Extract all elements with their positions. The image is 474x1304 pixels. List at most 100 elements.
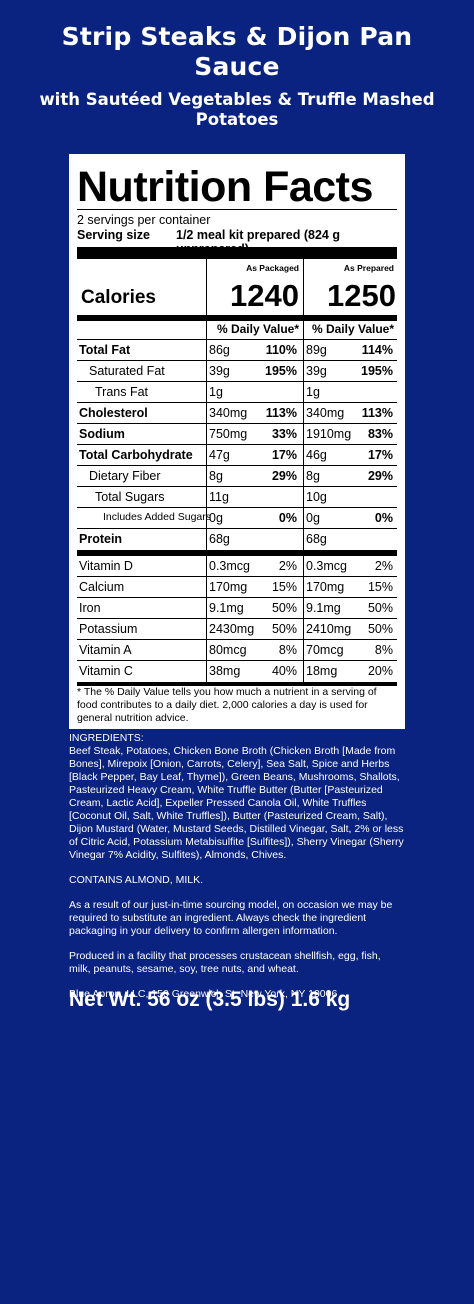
nutrient-row: Total Fat 86g 110% 89g 114% (77, 340, 397, 361)
packaged-dv: 110% (265, 343, 297, 357)
prepared-dv: 0% (374, 511, 393, 525)
packaged-dv: 33% (271, 427, 297, 441)
nutrient-name: Trans Fat (95, 385, 149, 399)
nutrient-row: Cholesterol 340mg 113% 340mg 113% (77, 403, 397, 424)
calories-prepared: 1250 (327, 278, 396, 313)
vitamin-row: Vitamin D 0.3mcg 2% 0.3mcg 2% (77, 556, 397, 577)
thick-divider (77, 315, 397, 321)
packaged-dv: 15% (271, 580, 297, 594)
nutrient-name: Total Fat (79, 343, 131, 357)
dv-header-packaged: % Daily Value* (216, 322, 299, 336)
packaged-dv: 2% (278, 559, 297, 573)
packaged-amount: 80mcg (209, 643, 247, 657)
daily-value-footnote: * The % Daily Value tells you how much a… (77, 686, 377, 724)
calories-packaged: 1240 (230, 278, 299, 313)
prepared-amount: 39g (306, 364, 327, 378)
column-divider (303, 259, 304, 682)
column-divider (206, 259, 207, 682)
packaged-amount: 11g (209, 490, 229, 504)
row-divider (77, 576, 397, 577)
packaged-dv: 29% (271, 469, 297, 483)
prepared-dv: 2% (374, 559, 393, 573)
page-subtitle: with Sautéed Vegetables & Truffle Mashed… (39, 90, 435, 129)
prepared-dv: 50% (367, 601, 393, 615)
nutrient-name: Sodium (79, 427, 125, 441)
nutrient-name: Dietary Fiber (89, 469, 161, 483)
row-divider (77, 597, 397, 598)
nutrient-name: Potassium (79, 622, 138, 636)
packaged-amount: 9.1mg (209, 601, 244, 615)
nutrient-row: Total Sugars 11g 10g (77, 487, 397, 508)
dv-header-prepared: % Daily Value* (311, 322, 394, 336)
nutrient-name: Saturated Fat (89, 364, 165, 378)
prepared-amount: 1g (306, 385, 320, 399)
thick-divider (77, 682, 397, 686)
nutrient-row: Total Carbohydrate 47g 17% 46g 17% (77, 445, 397, 466)
prepared-amount: 0g (306, 511, 320, 525)
nutrient-name: Vitamin D (79, 559, 133, 573)
ingredients-list: Beef Steak, Potatoes, Chicken Bone Broth… (69, 745, 404, 861)
servings-per-container: 2 servings per container (77, 213, 211, 227)
packaged-dv: 40% (271, 664, 297, 678)
thick-divider (77, 550, 397, 556)
vitamin-row: Vitamin A 80mcg 8% 70mcg 8% (77, 640, 397, 661)
allergen-statement: CONTAINS ALMOND, MILK. (69, 874, 203, 886)
row-divider (77, 381, 397, 382)
nutrient-row: Includes Added Sugars 0g 0% 0g 0% (77, 508, 397, 529)
prepared-amount: 0.3mcg (306, 559, 347, 573)
prepared-amount: 68g (306, 532, 327, 546)
sourcing-notice: As a result of our just-in-time sourcing… (69, 899, 393, 937)
serving-size: Serving size 1/2 meal kit prepared (824 … (77, 228, 397, 256)
prepared-dv: 8% (374, 643, 393, 657)
packaged-dv: 113% (265, 406, 297, 420)
nutrient-name: Total Sugars (95, 490, 165, 504)
row-divider (77, 444, 397, 445)
nutrient-row: Trans Fat 1g 1g (77, 382, 397, 403)
prepared-dv: 113% (361, 406, 393, 420)
prepared-amount: 170mg (306, 580, 345, 594)
prepared-amount: 8g (306, 469, 320, 483)
row-divider (77, 660, 397, 661)
packaged-amount: 39g (209, 364, 230, 378)
row-divider (77, 528, 397, 529)
row-divider (77, 402, 397, 403)
row-divider (77, 360, 397, 361)
vitamin-row: Potassium 2430mg 50% 2410mg 50% (77, 619, 397, 640)
prepared-amount: 18mg (306, 664, 338, 678)
nutrient-name: Calcium (79, 580, 125, 594)
nutrient-name: Iron (79, 601, 101, 615)
nutrition-facts-panel: Nutrition Facts 2 servings per container… (69, 154, 405, 729)
prepared-dv: 20% (367, 664, 393, 678)
packaged-amount: 340mg (209, 406, 248, 420)
row-divider (77, 507, 397, 508)
net-weight: Net Wt. 56 oz (3.5 lbs) 1.6 kg (69, 988, 351, 1011)
nutrient-row: Sodium 750mg 33% 1910mg 83% (77, 424, 397, 445)
row-divider (77, 423, 397, 424)
packaged-amount: 68g (209, 532, 230, 546)
row-divider (77, 639, 397, 640)
packaged-amount: 1g (209, 385, 223, 399)
page-title: Strip Steaks & Dijon Pan Sauce (61, 22, 413, 81)
row-divider (77, 618, 397, 619)
prepared-amount: 70mcg (306, 643, 344, 657)
packaged-dv: 50% (271, 622, 297, 636)
prepared-amount: 1910mg (306, 427, 352, 441)
prepared-amount: 10g (306, 490, 327, 504)
nutrient-name: Protein (79, 532, 123, 546)
packaged-amount: 750mg (209, 427, 248, 441)
prepared-amount: 46g (306, 448, 327, 462)
vitamin-row: Iron 9.1mg 50% 9.1mg 50% (77, 598, 397, 619)
packaged-amount: 38mg (209, 664, 241, 678)
packaged-amount: 8g (209, 469, 223, 483)
nutrient-name: Cholesterol (79, 406, 148, 420)
nutrient-row: Protein 68g 68g (77, 529, 397, 550)
divider (77, 209, 397, 210)
thick-divider (77, 247, 397, 259)
row-divider (77, 465, 397, 466)
packaged-dv: 17% (271, 448, 297, 462)
packaged-dv: 195% (265, 364, 297, 378)
nutrition-facts-heading: Nutrition Facts (77, 163, 373, 211)
prepared-dv: 15% (367, 580, 393, 594)
packaged-amount: 2430mg (209, 622, 255, 636)
row-divider (77, 486, 397, 487)
